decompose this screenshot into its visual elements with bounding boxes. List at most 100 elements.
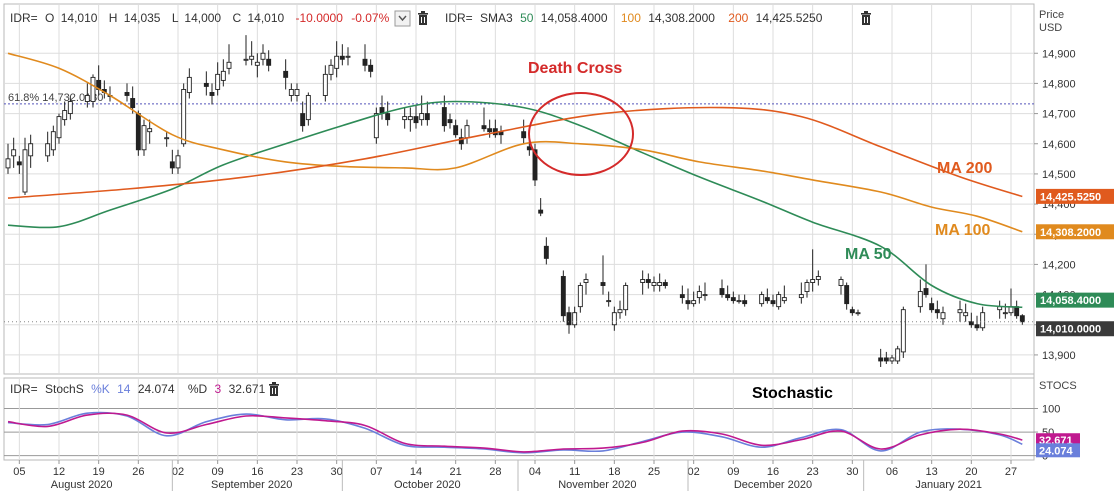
candle	[623, 282, 629, 316]
candle	[407, 107, 413, 132]
price-tick-label: 14,200	[1042, 259, 1076, 271]
candle	[725, 285, 731, 301]
candle	[373, 107, 379, 144]
stoch-k-badge-value: 24.074	[1039, 445, 1074, 457]
candle	[957, 300, 963, 322]
candle-body	[220, 70, 226, 81]
candle	[328, 59, 334, 81]
candle-body	[67, 101, 73, 115]
last-price-badge-box	[1036, 321, 1114, 337]
candle-body	[651, 282, 657, 286]
candle-body	[90, 76, 96, 102]
open-value: 14,010	[61, 11, 98, 25]
death-cross-annotation: Death Cross	[528, 60, 622, 77]
candle-body	[135, 113, 141, 151]
moving-average-layer	[4, 52, 1034, 323]
candle-body	[266, 58, 272, 66]
candle	[798, 282, 804, 304]
candle-body	[815, 276, 821, 280]
candle	[181, 83, 187, 147]
open-label: O	[45, 11, 54, 25]
candle-body	[169, 161, 175, 169]
candle-body	[883, 357, 889, 362]
candle-body	[147, 128, 153, 133]
candle	[583, 273, 589, 295]
candle-body	[28, 143, 34, 157]
stoch-legend-delete-button[interactable]	[269, 382, 279, 396]
main-legend-delete-button[interactable]	[418, 11, 428, 25]
candle-body	[770, 300, 776, 305]
stochastic-annotation: Stochastic	[752, 385, 833, 402]
chevron-down-icon	[398, 15, 407, 22]
candle	[1019, 314, 1025, 325]
ma100-line	[7, 52, 1023, 233]
candle	[135, 110, 141, 156]
candle	[334, 41, 340, 78]
candle-body	[844, 285, 850, 305]
candle-body	[294, 88, 300, 96]
date-tick-label: 16	[251, 466, 263, 478]
date-tick-label: 19	[93, 466, 105, 478]
sma-legend-delete-button[interactable]	[861, 11, 871, 25]
candle-body	[249, 55, 255, 60]
candle-body	[345, 55, 351, 58]
candle-body	[895, 348, 901, 362]
candle-body	[798, 294, 804, 299]
stoch-k-badge-box	[1036, 443, 1080, 458]
date-tick-label: 18	[608, 466, 620, 478]
candle	[696, 285, 702, 304]
candle-body	[696, 291, 702, 299]
candle-body	[487, 128, 493, 133]
candle-body	[164, 137, 170, 140]
candle-body	[781, 297, 787, 302]
badge-layer: 14,425.5250 14,308.2000 14,058.4000 14,010.…	[1036, 188, 1114, 458]
date-tick-label: 20	[965, 466, 977, 478]
candle	[209, 83, 215, 105]
ma100-annotation: MA 100	[935, 222, 991, 239]
candle-body	[84, 95, 90, 102]
stoch-k-line	[7, 411, 1023, 454]
sma-ric: IDR=	[445, 11, 473, 25]
ma200-badge: 14,425.5250	[1036, 188, 1114, 204]
candle-body	[725, 294, 731, 299]
last-price-badge: 14,010.0000	[1036, 321, 1114, 337]
candle	[844, 282, 850, 310]
candle-body	[1014, 306, 1020, 317]
stoch-tick-label: 100	[1042, 403, 1060, 415]
candle-layer	[5, 35, 1025, 367]
ma200-badge-value: 14,425.5250	[1040, 191, 1101, 203]
candle-body	[1019, 315, 1025, 323]
candle-body	[300, 113, 306, 127]
candle-body	[742, 300, 748, 305]
stoch-panel-frame	[3, 377, 1035, 461]
candle	[759, 291, 765, 307]
death-cross-circle	[528, 92, 634, 176]
candle	[770, 294, 776, 307]
candle-body	[702, 294, 708, 297]
candle-body	[929, 303, 935, 311]
ma50-badge-value: 14,058.4000	[1040, 295, 1101, 307]
main-legend-dropdown-button[interactable]	[394, 10, 411, 27]
candle-body	[1002, 312, 1008, 315]
change-percent: -0.07%	[351, 11, 389, 25]
candle-body	[362, 58, 368, 66]
candle	[226, 44, 232, 75]
candle	[560, 270, 566, 322]
candle	[419, 95, 425, 126]
candle-body	[560, 276, 566, 317]
candle-body	[679, 294, 685, 299]
candle	[322, 65, 328, 102]
candle-body	[141, 125, 147, 151]
candle	[577, 282, 583, 313]
candle	[764, 288, 770, 304]
candle	[147, 119, 153, 144]
candle	[917, 279, 923, 313]
candle-body	[934, 309, 940, 314]
price-axis-title: Price	[1039, 9, 1064, 21]
fib-retracement-label: 61.8% 14,732.0180	[8, 92, 103, 104]
candle	[883, 351, 889, 364]
trash-icon	[269, 382, 279, 396]
date-tick-label: 12	[53, 466, 65, 478]
date-tick-label: 09	[727, 466, 739, 478]
candle-body	[963, 312, 969, 317]
